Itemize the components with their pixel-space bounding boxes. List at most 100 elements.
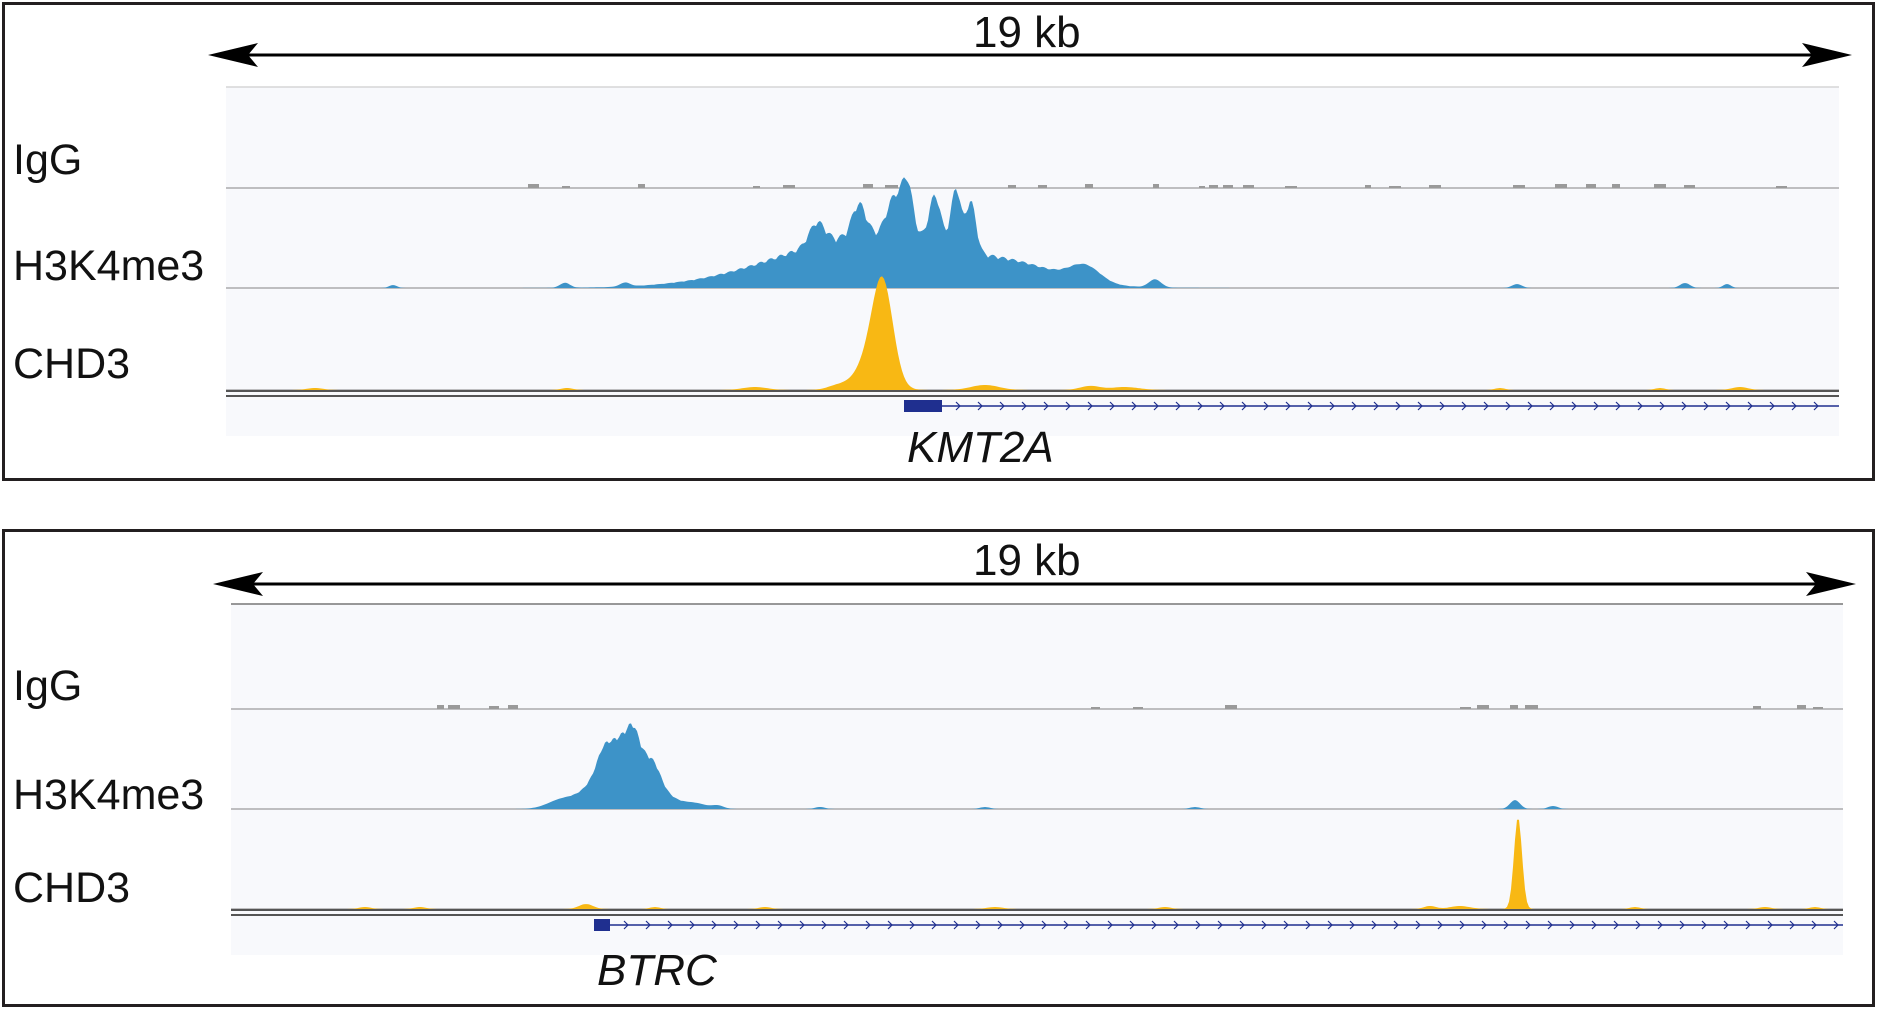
strand-arrow-icon	[1591, 920, 1597, 930]
igg-signal-blip	[783, 185, 795, 188]
igg-signal-blip	[1654, 184, 1666, 188]
strand-arrow-icon	[1261, 920, 1267, 930]
igg-signal-blip	[1223, 185, 1233, 188]
igg-signal-blip	[1085, 184, 1093, 188]
strand-arrow-icon	[1635, 920, 1641, 930]
igg-signal-blip	[1753, 706, 1761, 709]
igg-signal-blip	[1209, 185, 1218, 188]
strand-arrow-icon	[1263, 401, 1269, 411]
igg-signal-blip	[1133, 707, 1143, 709]
strand-arrow-icon	[1021, 401, 1027, 411]
strand-arrow-icon	[1503, 920, 1509, 930]
strand-arrow-icon	[865, 920, 871, 930]
strand-arrow-icon	[953, 920, 959, 930]
strand-arrow-icon	[1615, 401, 1621, 411]
genome-browser-panel-kmt2a: 19 kb IgG H3K4me3 CHD3 KMT2A	[2, 2, 1875, 481]
strand-arrow-icon	[821, 920, 827, 930]
igg-signal-blip	[885, 185, 898, 188]
genome-browser-panel-btrc: 19 kb IgG H3K4me3 CHD3 BTRC	[2, 529, 1875, 1007]
strand-arrow-icon	[1659, 401, 1665, 411]
igg-signal-blip	[448, 705, 460, 709]
igg-signal-blip	[1797, 705, 1806, 709]
strand-arrow-icon	[931, 920, 937, 930]
gene-label-btrc: BTRC	[597, 946, 717, 995]
strand-arrow-icon	[1219, 401, 1225, 411]
scale-bar-label: 19 kb	[973, 8, 1081, 57]
igg-signal-blip	[1776, 186, 1787, 188]
strand-arrow-icon	[843, 920, 849, 930]
igg-signal-blip	[1477, 705, 1489, 709]
strand-arrow-icon	[1129, 920, 1135, 930]
scale-bar-left-arrowhead	[208, 43, 258, 67]
gene-exon	[594, 919, 610, 931]
igg-signal-blip	[1460, 707, 1471, 709]
strand-arrow-icon	[777, 920, 783, 930]
strand-arrow-icon	[1679, 920, 1685, 930]
strand-arrow-icon	[1107, 920, 1113, 930]
strand-arrow-icon	[755, 920, 761, 930]
strand-arrow-icon	[1789, 920, 1795, 930]
strand-arrow-icon	[1175, 401, 1181, 411]
strand-arrow-icon	[1153, 401, 1159, 411]
strand-arrow-icon	[1439, 401, 1445, 411]
strand-arrow-icon	[1459, 920, 1465, 930]
strand-arrow-icon	[645, 920, 651, 930]
igg-signal-blip	[638, 184, 645, 188]
strand-arrow-icon	[1549, 401, 1555, 411]
strand-arrow-icon	[1525, 920, 1531, 930]
igg-signal-blip	[1008, 185, 1016, 188]
igg-signal-blip	[1285, 186, 1297, 188]
track-background	[231, 604, 1843, 955]
igg-signal-blip	[528, 184, 539, 188]
gene-exon	[904, 400, 942, 412]
strand-arrow-icon	[975, 920, 981, 930]
igg-signal-blip	[1365, 185, 1371, 188]
igg-signal-blip	[508, 705, 518, 709]
igg-signal-blip	[1555, 184, 1567, 188]
igg-signal-blip	[1153, 184, 1159, 188]
strand-arrow-icon	[977, 401, 983, 411]
strand-arrow-icon	[1087, 401, 1093, 411]
strand-arrow-icon	[689, 920, 695, 930]
strand-arrow-icon	[1393, 920, 1399, 930]
strand-arrow-icon	[1283, 920, 1289, 930]
strand-arrow-icon	[1723, 920, 1729, 930]
strand-arrow-icon	[1505, 401, 1511, 411]
strand-arrow-icon	[1173, 920, 1179, 930]
strand-arrow-icon	[623, 920, 629, 930]
strand-arrow-icon	[1239, 920, 1245, 930]
igg-signal-blip	[437, 705, 444, 709]
strand-arrow-icon	[1437, 920, 1443, 930]
strand-arrow-icon	[1613, 920, 1619, 930]
igg-signal-blip	[1038, 185, 1047, 188]
strand-arrow-icon	[1681, 401, 1687, 411]
strand-arrow-icon	[997, 920, 1003, 930]
strand-arrow-icon	[887, 920, 893, 930]
strand-arrow-icon	[1109, 401, 1115, 411]
igg-signal-blip	[1243, 185, 1254, 188]
scale-bar-right-arrowhead	[1802, 43, 1852, 67]
track-label-chd3: CHD3	[13, 864, 131, 912]
igg-signal-blip	[562, 186, 570, 188]
strand-arrow-icon	[1767, 920, 1773, 930]
strand-arrow-icon	[799, 920, 805, 930]
strand-arrow-icon	[1307, 401, 1313, 411]
igg-signal-blip	[1513, 185, 1525, 188]
gene-label-kmt2a: KMT2A	[907, 423, 1054, 472]
strand-arrow-icon	[1725, 401, 1731, 411]
track-background	[226, 87, 1839, 436]
strand-arrow-icon	[1657, 920, 1663, 930]
strand-arrow-icon	[1415, 920, 1421, 930]
strand-arrow-icon	[1745, 920, 1751, 930]
igg-signal-blip	[1684, 185, 1695, 188]
strand-arrow-icon	[1813, 401, 1819, 411]
strand-arrow-icon	[1085, 920, 1091, 930]
strand-arrow-icon	[1481, 920, 1487, 930]
strand-arrow-icon	[1461, 401, 1467, 411]
igg-signal-blip	[489, 706, 499, 709]
strand-arrow-icon	[733, 920, 739, 930]
strand-arrow-icon	[1483, 401, 1489, 411]
strand-arrow-icon	[1569, 920, 1575, 930]
igg-signal-blip	[753, 186, 760, 188]
panel-tracks-graphic	[208, 43, 1852, 436]
